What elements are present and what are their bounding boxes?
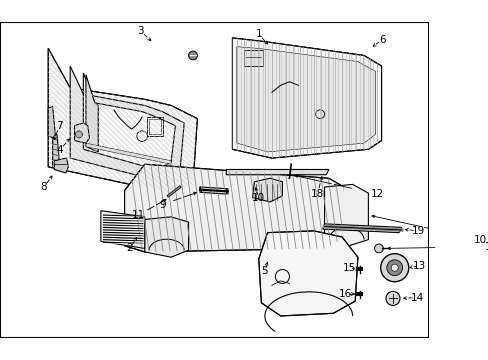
Text: 6: 6	[378, 35, 385, 45]
Polygon shape	[258, 231, 357, 316]
Polygon shape	[54, 158, 68, 173]
Text: 5: 5	[261, 266, 267, 276]
Polygon shape	[83, 73, 175, 170]
Text: 3: 3	[137, 26, 143, 36]
Polygon shape	[124, 164, 343, 252]
Polygon shape	[101, 211, 144, 248]
Circle shape	[374, 244, 383, 253]
Text: 17: 17	[484, 242, 488, 252]
Text: 19: 19	[411, 226, 424, 236]
Polygon shape	[70, 66, 184, 182]
Polygon shape	[324, 184, 367, 248]
Text: 15: 15	[342, 263, 355, 273]
Polygon shape	[252, 178, 282, 202]
Polygon shape	[86, 143, 171, 164]
Polygon shape	[226, 170, 328, 175]
Text: 14: 14	[410, 293, 423, 302]
Circle shape	[385, 291, 399, 305]
Text: 10: 10	[252, 193, 265, 203]
Polygon shape	[86, 75, 98, 152]
Polygon shape	[48, 49, 197, 193]
Text: 2: 2	[126, 243, 133, 253]
Polygon shape	[48, 106, 55, 138]
Text: 7: 7	[56, 121, 63, 131]
Polygon shape	[53, 134, 60, 168]
Text: 1: 1	[255, 30, 262, 39]
Polygon shape	[144, 217, 188, 257]
Text: 11: 11	[132, 210, 145, 220]
Polygon shape	[322, 224, 401, 233]
Circle shape	[188, 51, 197, 60]
Text: 12: 12	[370, 189, 383, 199]
Text: 10: 10	[473, 235, 486, 245]
Text: 16: 16	[338, 289, 351, 299]
Circle shape	[390, 264, 397, 271]
Bar	[244, 50, 263, 66]
Text: 18: 18	[310, 189, 324, 199]
Text: 4: 4	[56, 145, 63, 155]
Circle shape	[386, 260, 402, 276]
Text: 8: 8	[41, 182, 47, 192]
Text: 9: 9	[159, 199, 165, 210]
Polygon shape	[200, 187, 227, 194]
Bar	[147, 117, 163, 136]
Circle shape	[75, 131, 82, 138]
Circle shape	[380, 254, 408, 282]
Polygon shape	[74, 123, 89, 143]
Bar	[149, 118, 161, 134]
Text: 13: 13	[412, 261, 425, 271]
Polygon shape	[232, 38, 381, 158]
Polygon shape	[236, 47, 375, 152]
